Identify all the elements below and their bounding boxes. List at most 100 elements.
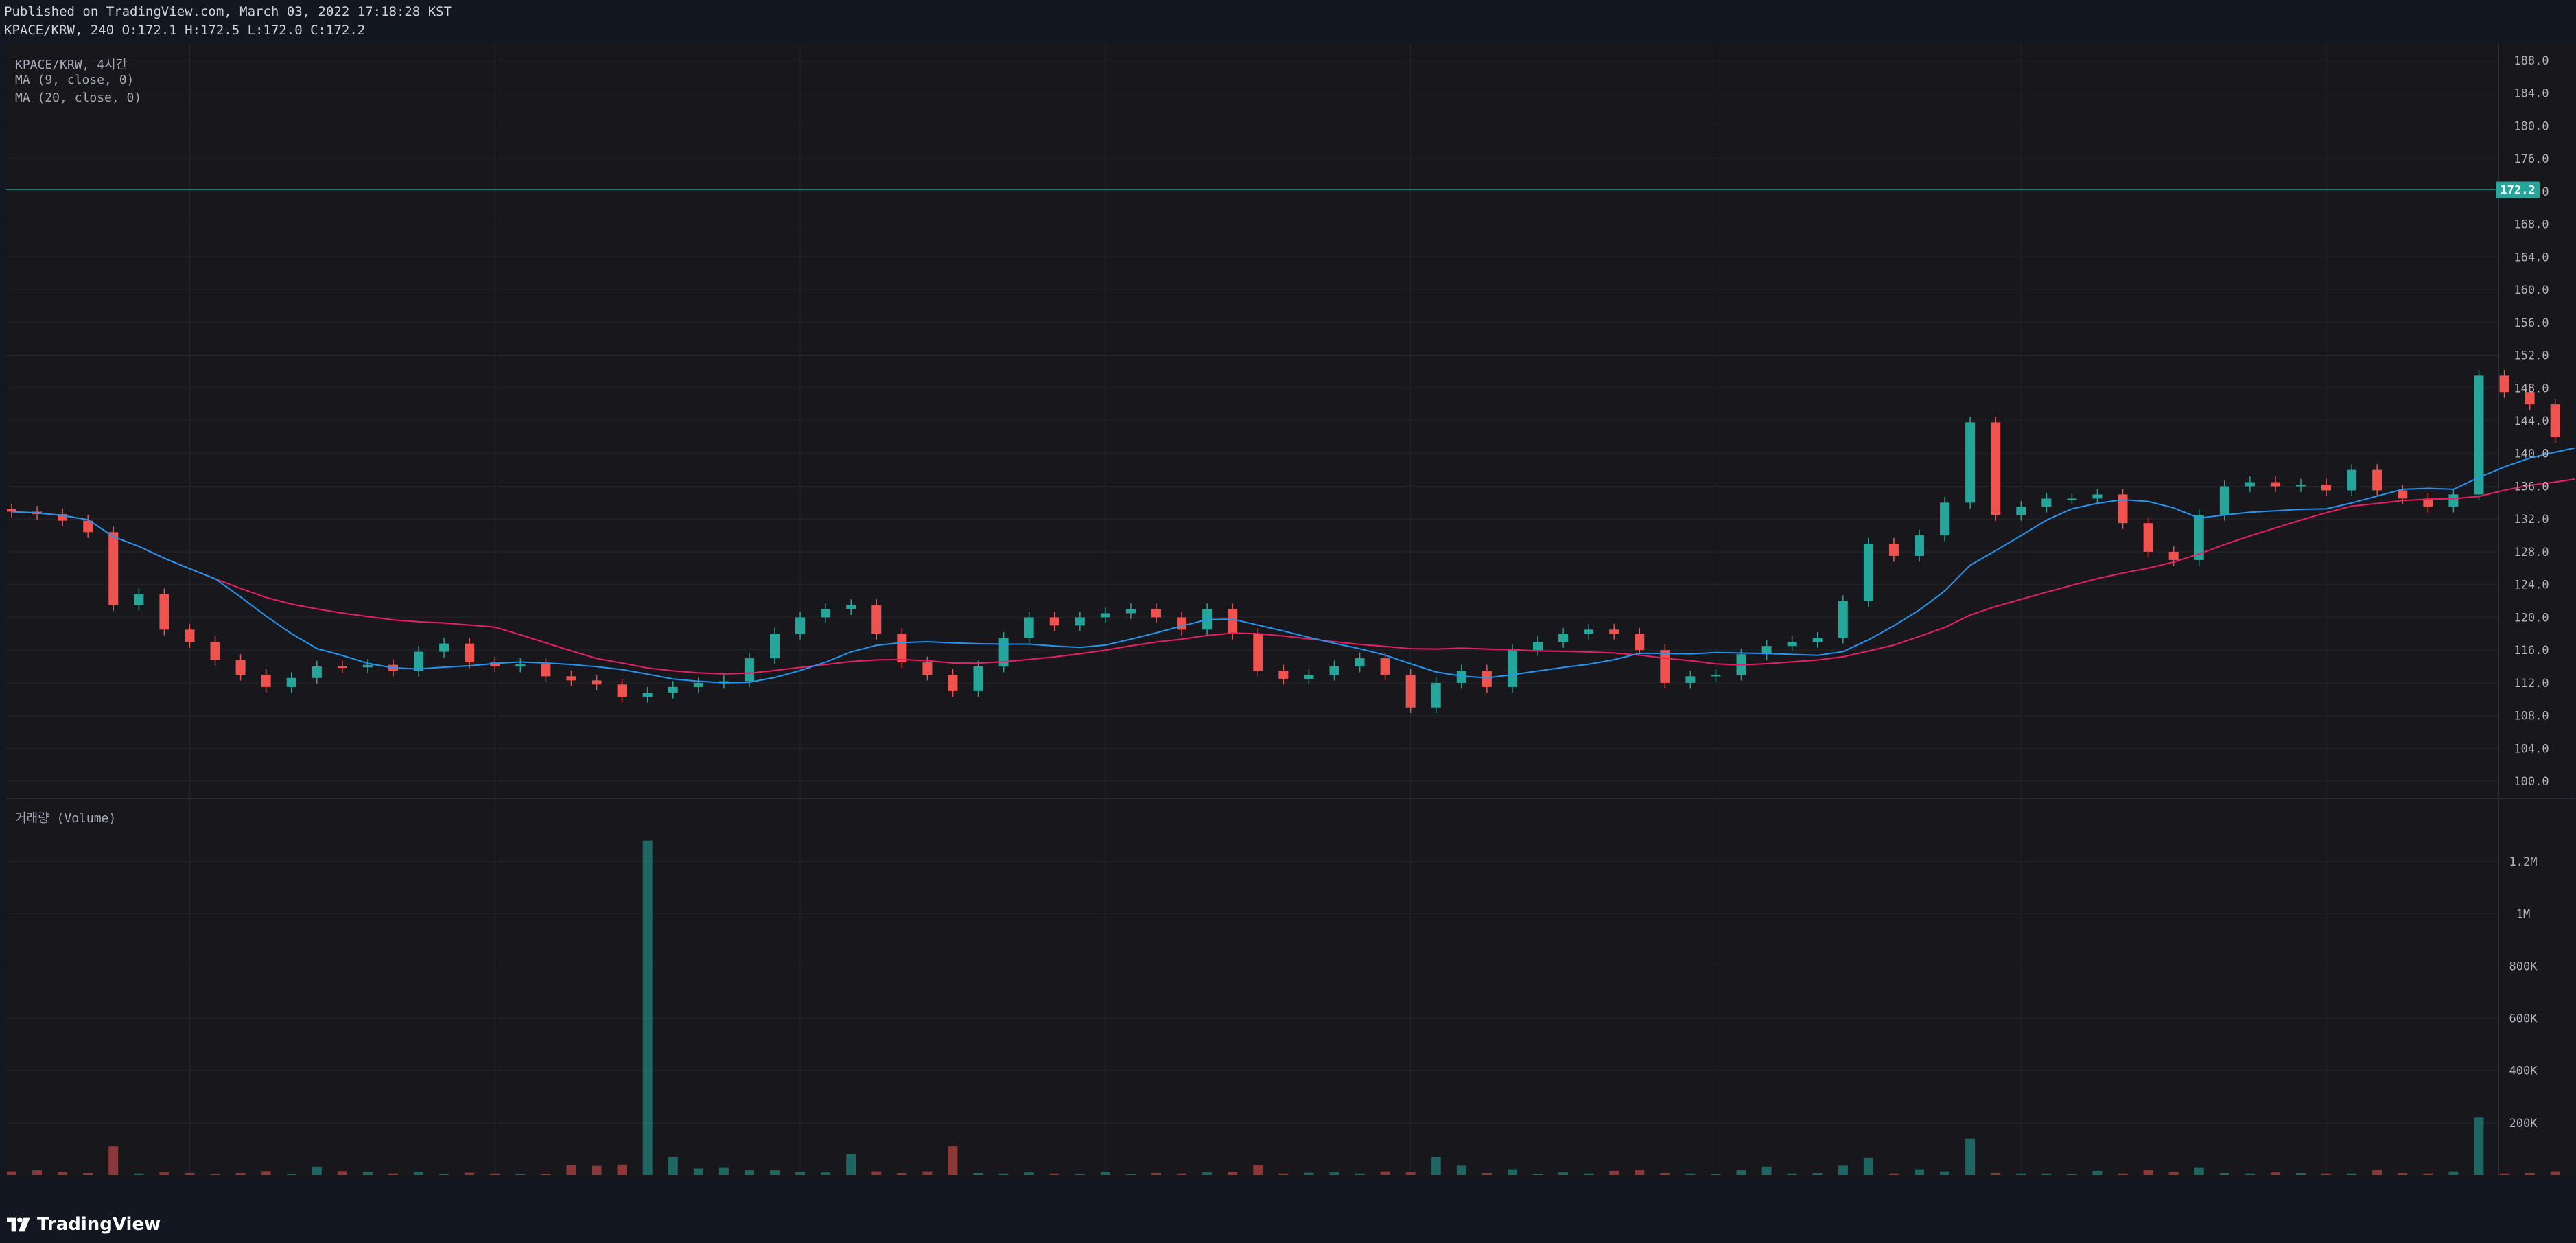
volume-bar[interactable] (566, 1165, 576, 1175)
candle[interactable] (1685, 676, 1696, 683)
chart-pane[interactable] (6, 44, 2575, 1177)
volume-bar[interactable] (2296, 1172, 2306, 1175)
candle[interactable] (1100, 613, 1110, 618)
candle[interactable] (2423, 498, 2433, 507)
volume-bar[interactable] (2499, 1173, 2509, 1175)
volume-bar[interactable] (1660, 1172, 1670, 1175)
candle[interactable] (2219, 486, 2229, 515)
volume-bar[interactable] (134, 1173, 144, 1175)
price-chart[interactable]: 188.0184.0180.0176.0172.0168.0164.0160.0… (6, 44, 2575, 1177)
volume-bar[interactable] (1940, 1171, 1950, 1175)
volume-bar[interactable] (261, 1171, 271, 1175)
candle[interactable] (58, 514, 68, 521)
volume-bar[interactable] (1863, 1157, 1873, 1175)
volume-bar[interactable] (1177, 1173, 1187, 1175)
volume-bar[interactable] (2041, 1173, 2052, 1175)
candle[interactable] (718, 681, 729, 683)
volume-bar[interactable] (1024, 1172, 1034, 1175)
candle[interactable] (2474, 375, 2484, 495)
volume-bar[interactable] (1049, 1173, 1059, 1175)
volume-bar[interactable] (1915, 1169, 1924, 1175)
volume-bar[interactable] (1533, 1174, 1543, 1175)
volume-bar[interactable] (973, 1172, 983, 1175)
candle[interactable] (1253, 634, 1263, 671)
candle[interactable] (2321, 485, 2332, 491)
volume-bar[interactable] (1125, 1174, 1136, 1175)
volume-bar[interactable] (2550, 1171, 2560, 1175)
candle[interactable] (2016, 507, 2026, 515)
candle[interactable] (2143, 523, 2153, 552)
volume-bar[interactable] (1991, 1172, 2001, 1175)
candle[interactable] (1507, 650, 1517, 687)
volume-bar[interactable] (2143, 1170, 2153, 1175)
volume-bar[interactable] (235, 1172, 246, 1175)
volume-bar[interactable] (1609, 1170, 1619, 1175)
volume-bar[interactable] (718, 1167, 729, 1175)
candle[interactable] (948, 674, 958, 691)
candle[interactable] (1125, 609, 1136, 614)
volume-bar[interactable] (1228, 1172, 1238, 1175)
volume-bar[interactable] (465, 1172, 475, 1175)
candle[interactable] (1304, 674, 1314, 679)
candle[interactable] (1405, 674, 1416, 708)
candle[interactable] (1991, 422, 2001, 515)
ma20-line[interactable] (11, 233, 2575, 675)
volume-bar[interactable] (871, 1171, 882, 1175)
volume-bar[interactable] (58, 1172, 68, 1175)
candle[interactable] (2550, 404, 2560, 437)
candle[interactable] (2168, 551, 2179, 560)
ma9-line[interactable] (11, 149, 2575, 684)
volume-bar[interactable] (693, 1168, 703, 1175)
candle[interactable] (2525, 392, 2535, 405)
volume-bar[interactable] (668, 1157, 678, 1175)
volume-bar[interactable] (337, 1171, 347, 1175)
volume-bar[interactable] (1507, 1169, 1517, 1175)
volume-bar[interactable] (2423, 1173, 2433, 1175)
volume-bar[interactable] (2168, 1172, 2179, 1175)
candle[interactable] (1228, 609, 1238, 634)
candle[interactable] (1278, 671, 1289, 679)
candle[interactable] (795, 617, 806, 634)
candle[interactable] (261, 674, 271, 687)
volume-bar[interactable] (286, 1174, 296, 1175)
candle[interactable] (1584, 629, 1594, 634)
candle[interactable] (1380, 658, 1390, 675)
candle[interactable] (2372, 469, 2382, 491)
candle[interactable] (1660, 650, 1670, 683)
volume-bar[interactable] (897, 1172, 907, 1175)
candle[interactable] (1482, 671, 1492, 687)
candle[interactable] (2296, 485, 2306, 487)
legend-ma20[interactable]: MA (20, close, 0) (15, 91, 142, 105)
candle[interactable] (1940, 502, 1950, 536)
candle[interactable] (1863, 544, 1873, 601)
candle[interactable] (2067, 498, 2077, 500)
candle[interactable] (134, 594, 144, 605)
volume-bar[interactable] (2245, 1173, 2255, 1175)
candle[interactable] (185, 629, 195, 642)
volume-bar[interactable] (795, 1172, 806, 1175)
volume-bar[interactable] (388, 1173, 398, 1175)
candle[interactable] (693, 682, 703, 687)
candle[interactable] (922, 662, 933, 675)
volume-bar[interactable] (2016, 1173, 2026, 1175)
volume-bar[interactable] (1584, 1173, 1594, 1175)
volume-bar[interactable] (1278, 1173, 1289, 1175)
candle[interactable] (1838, 601, 1848, 638)
legend-symbol[interactable]: KPACE/KRW, 4시간 (15, 58, 128, 72)
candle[interactable] (362, 664, 373, 668)
candle[interactable] (846, 605, 856, 609)
candle[interactable] (414, 651, 424, 671)
candle[interactable] (235, 660, 246, 675)
volume-bar[interactable] (1711, 1174, 1721, 1175)
volume-bar[interactable] (2474, 1117, 2484, 1175)
candle[interactable] (1355, 658, 1365, 667)
volume-bar[interactable] (1482, 1172, 1492, 1175)
candle[interactable] (1812, 638, 1823, 642)
volume-bar[interactable] (642, 840, 653, 1175)
volume-bar[interactable] (541, 1174, 551, 1175)
volume-bar[interactable] (210, 1174, 220, 1175)
volume-bar[interactable] (490, 1173, 500, 1175)
candle[interactable] (2118, 494, 2128, 524)
volume-bar[interactable] (83, 1172, 93, 1175)
volume-bar[interactable] (2448, 1171, 2459, 1175)
